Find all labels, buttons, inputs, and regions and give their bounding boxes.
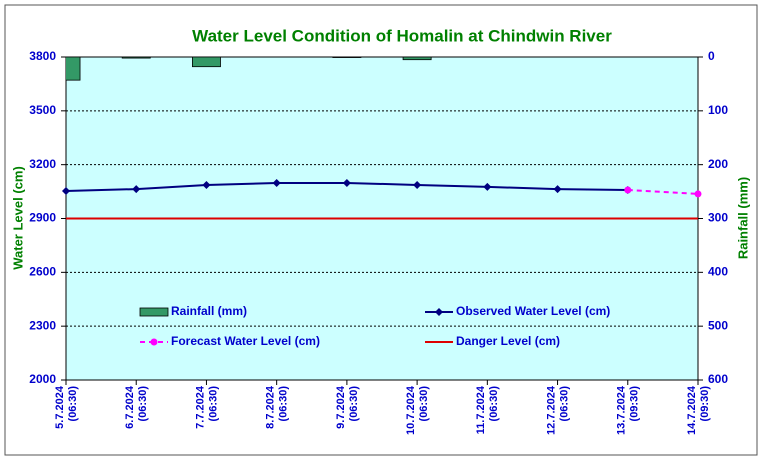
x-tick-label: 7.7.2024	[194, 385, 206, 429]
point	[342, 178, 351, 187]
legend-swatch	[139, 307, 169, 317]
legend-label: Rainfall (mm)	[171, 304, 247, 318]
point	[62, 187, 70, 196]
y-tick-label: 2000	[29, 372, 56, 386]
y2-tick-label: 0	[708, 49, 715, 63]
y2-tick-label: 100	[708, 103, 728, 117]
x-tick-label: (06:30)	[278, 386, 290, 422]
y-axis-title: Water Level (cm)	[10, 166, 25, 270]
legend-label: Danger Level (cm)	[456, 334, 560, 348]
legend-label: Observed Water Level (cm)	[456, 304, 610, 318]
point	[694, 190, 702, 198]
y-tick-label: 2600	[29, 265, 56, 279]
rain-bar	[402, 57, 432, 61]
point	[553, 185, 562, 194]
x-tick-label: 13.7.2024	[616, 385, 628, 435]
y2-tick-label: 300	[708, 211, 728, 225]
x-tick-label: (06:30)	[67, 386, 79, 422]
legend-marker	[150, 338, 158, 346]
x-tick-label: (09:30)	[699, 386, 711, 422]
x-tick-label: 5.7.2024	[54, 385, 66, 429]
series-line	[627, 188, 699, 195]
y2-tick-label: 500	[708, 318, 728, 332]
x-tick-label: 9.7.2024	[335, 385, 347, 429]
x-tick-label: (06:30)	[137, 386, 149, 422]
x-tick-label: (06:30)	[207, 386, 219, 422]
rain-bar	[332, 57, 362, 58]
y2-tick-label: 200	[708, 157, 728, 171]
legend-marker	[435, 308, 443, 316]
x-tick-label: (06:30)	[488, 386, 500, 422]
y2-tick-label: 400	[708, 265, 728, 279]
x-tick-label: (09:30)	[629, 386, 641, 422]
x-tick-label: 8.7.2024	[265, 385, 277, 429]
rain-bar	[66, 57, 81, 81]
point	[202, 180, 211, 189]
x-tick-label: 11.7.2024	[475, 385, 487, 434]
x-tick-label: 10.7.2024	[405, 385, 417, 435]
x-tick-label: 12.7.2024	[545, 385, 557, 435]
y2-tick-label: 600	[708, 372, 728, 386]
y-tick-label: 3200	[29, 157, 56, 171]
legend-label: Forecast Water Level (cm)	[171, 334, 320, 348]
x-tick-label: (06:30)	[418, 386, 430, 422]
x-tick-label: (06:30)	[558, 386, 570, 422]
y-tick-label: 2900	[29, 211, 56, 225]
y2-axis-title: Rainfall (mm)	[735, 177, 750, 259]
point	[132, 185, 141, 194]
x-tick-label: 14.7.2024	[686, 385, 698, 435]
x-tick-label: 6.7.2024	[124, 385, 136, 429]
point	[624, 186, 632, 194]
rain-bar	[121, 57, 151, 59]
y-tick-label: 3800	[29, 49, 56, 63]
point	[272, 178, 281, 187]
point	[413, 180, 422, 189]
chart-title: Water Level Condition of Homalin at Chin…	[192, 26, 612, 45]
rain-bar	[191, 57, 221, 68]
point	[483, 182, 492, 191]
y-tick-label: 3500	[29, 103, 56, 117]
x-tick-label: (06:30)	[348, 386, 360, 422]
y-tick-label: 2300	[29, 318, 56, 332]
